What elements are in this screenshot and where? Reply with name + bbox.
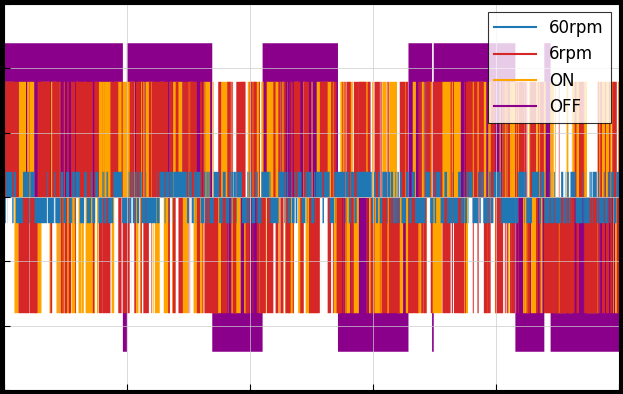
Legend: 60rpm, 6rpm, ON, OFF: 60rpm, 6rpm, ON, OFF <box>488 13 611 123</box>
